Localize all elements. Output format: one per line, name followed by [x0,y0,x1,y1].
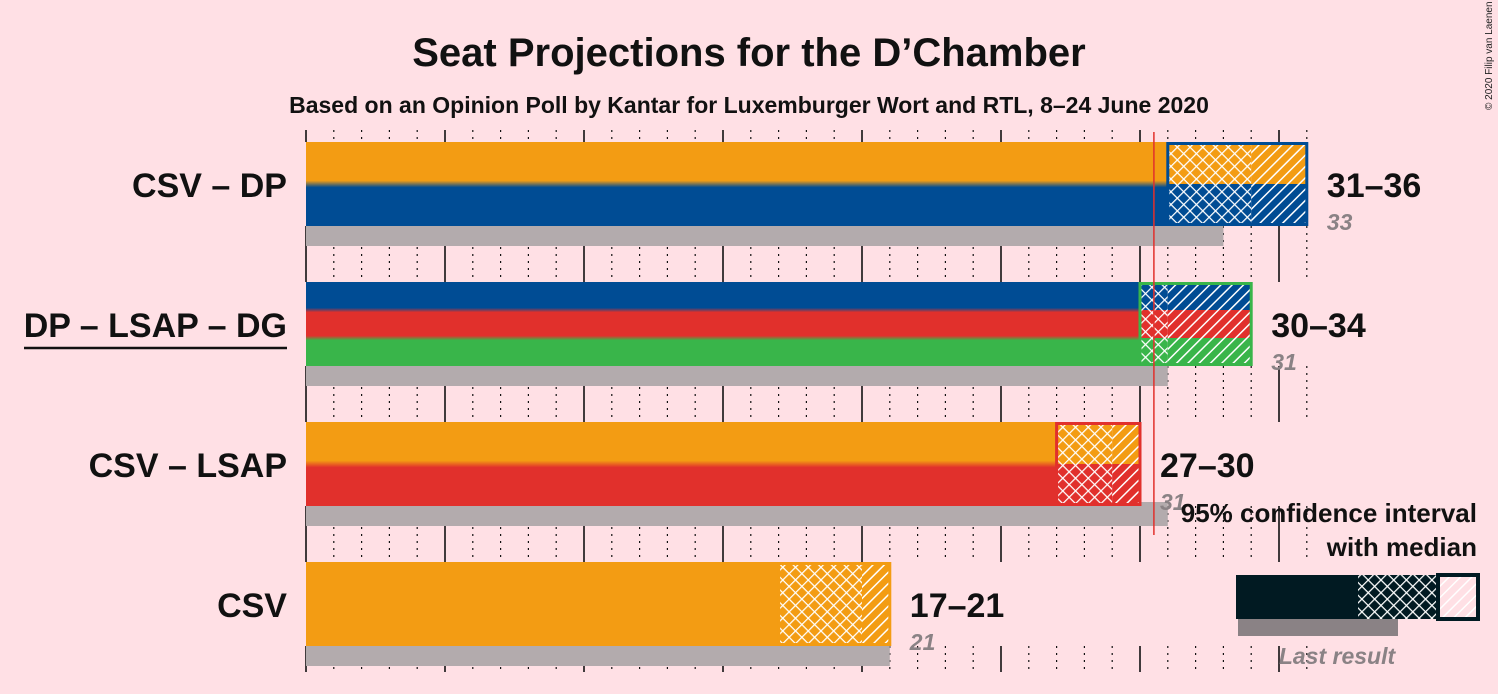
ci-solid-bar [306,562,779,646]
ci-cross-hatch [1167,142,1252,184]
ci-diag-hatch [1251,142,1307,184]
ci-diag-hatch [1251,184,1307,226]
range-label: 31–36 [1327,167,1422,205]
last-result-label: 31 [1160,489,1186,515]
last-result-label: 21 [909,629,936,655]
ci-solid-bar [306,282,1140,366]
ci-cross-hatch [1056,422,1113,464]
range-label: 17–21 [910,587,1005,625]
copyright-text: © 2020 Filip van Laenen [1484,1,1495,110]
coalition-label: CSV – DP [132,167,287,205]
coalition-label: CSV [217,587,287,625]
ci-diag-hatch [1167,282,1252,310]
ci-diag-hatch [1167,338,1252,366]
ci-cross-hatch [778,562,862,646]
chart-subtitle: Based on an Opinion Poll by Kantar for L… [289,92,1209,118]
coalition-row: CSV – LSAP 27–30 31 [89,422,1255,526]
ci-outline [777,562,892,646]
ci-diag-hatch [1112,464,1140,506]
last-result-label: 31 [1271,349,1297,375]
range-label: 27–30 [1160,447,1255,485]
chart-title: Seat Projections for the D’Chamber [412,31,1085,75]
legend: 95% confidence interval with median Last… [1181,498,1480,669]
coalition-label: CSV – LSAP [89,447,287,485]
ci-solid-bar [306,142,1168,226]
legend-last-result-text: Last result [1279,643,1397,669]
legend-solid-bar [1236,575,1358,619]
ci-cross-hatch [1167,184,1252,226]
ci-outline [1138,282,1253,366]
grid [305,130,1308,672]
coalition-label: DP – LSAP – DG [24,307,287,345]
ci-diag-hatch [862,562,890,646]
range-label: 30–34 [1271,307,1366,345]
ci-diag-hatch [1167,310,1252,338]
legend-cross-hatch-overlay [1358,575,1438,619]
legend-diag-hatch [1436,573,1480,621]
ci-cross-hatch [1056,464,1113,506]
ci-outline [1166,142,1309,226]
legend-median-text: with median [1326,532,1477,562]
coalition-row: DP – LSAP – DG 30–34 31 [24,282,1366,386]
ci-diag-hatch [1112,422,1140,464]
legend-ci-text: 95% confidence interval [1181,498,1477,528]
coalition-row: CSV 17–21 21 [217,562,1004,666]
coalition-row: CSV – DP 31–36 33 [132,142,1421,246]
ci-outline [1055,422,1142,506]
legend-diag-bg [1436,573,1480,621]
last-result-label: 33 [1327,209,1353,235]
ci-solid-bar [306,422,1057,506]
